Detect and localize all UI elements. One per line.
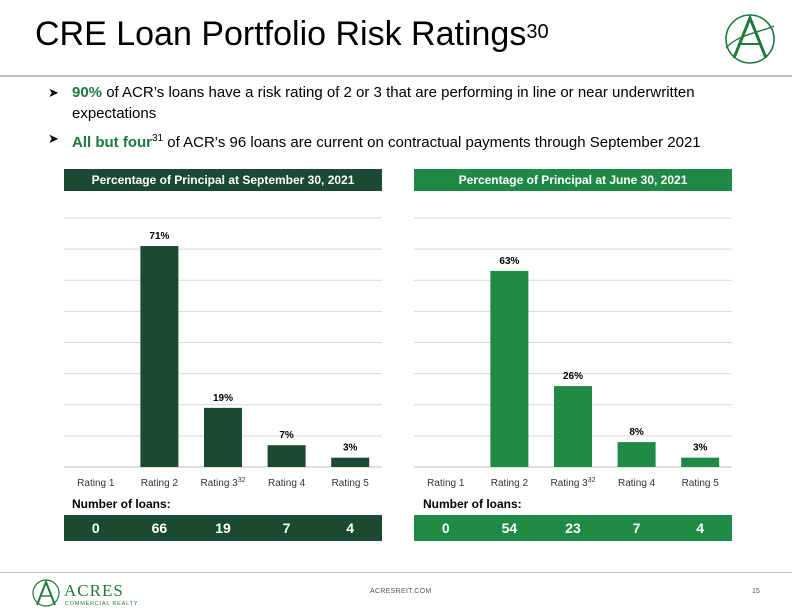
chart-panel-september: Percentage of Principal at September 30,…	[64, 169, 382, 191]
arrow-bullet-icon: ➤	[48, 85, 59, 100]
bar	[204, 407, 242, 467]
bar-chart-june: Rating 1 63% Rating 2 26% Rating 332 8% Rating…	[414, 217, 732, 489]
bar	[617, 442, 656, 467]
bullet-text: of ACR’s loans have a risk rating of 2 o…	[72, 84, 695, 122]
chart-panel-june: Percentage of Principal at June 30, 2021	[414, 169, 732, 191]
bar	[331, 457, 370, 467]
loan-count: 19	[215, 520, 231, 536]
logo-name: ACRES	[64, 581, 124, 600]
data-label: 26%	[563, 371, 583, 382]
bar	[267, 445, 306, 467]
tick-footnote: 32	[588, 477, 596, 484]
tick-label: Rating 4	[268, 478, 306, 489]
bar	[140, 246, 179, 467]
tick-label: Rating 4	[618, 478, 656, 489]
tick-label: Rating 332	[200, 477, 245, 489]
footer-divider	[0, 572, 792, 573]
tick-label: Rating 5	[332, 478, 370, 489]
acres-footer-logo: ACRES COMMERCIAL REALTY	[32, 579, 138, 607]
loan-count: 4	[346, 520, 355, 536]
bullet-highlight: 90%	[72, 84, 103, 101]
page-title: CRE Loan Portfolio Risk Ratings30	[35, 15, 549, 53]
bar	[681, 457, 720, 467]
logo-tagline: COMMERCIAL REALTY	[65, 601, 138, 607]
chart-title: Percentage of Principal at September 30,…	[64, 169, 382, 191]
title-footnote: 30	[526, 21, 549, 43]
loan-count: 23	[565, 520, 581, 536]
loan-count: 7	[282, 520, 291, 536]
bar	[554, 386, 592, 467]
loan-count: 54	[501, 520, 518, 536]
loan-count: 7	[632, 520, 641, 536]
arrow-bullet-icon: ➤	[48, 131, 59, 146]
data-label: 19%	[213, 393, 233, 404]
data-label: 63%	[499, 256, 519, 267]
bar	[490, 270, 529, 467]
footer-url[interactable]: ACRESREIT.COM	[370, 588, 432, 595]
loan-count: 66	[151, 520, 168, 536]
loans-label: Number of loans:	[72, 497, 171, 511]
loan-count-bar-september: 0 66 19 7 4	[64, 515, 382, 541]
page-number: 15	[752, 588, 760, 595]
acres-logo-icon	[725, 13, 775, 64]
loan-count: 0	[91, 520, 100, 536]
tick-footnote: 32	[238, 477, 246, 484]
title-divider	[0, 75, 792, 77]
bullet-highlight: All but four	[72, 134, 152, 151]
bullet-footnote: 31	[151, 133, 164, 144]
loan-count: 0	[441, 520, 450, 536]
loans-label: Number of loans:	[423, 497, 522, 511]
tick-label: Rating 1	[427, 478, 465, 489]
data-label: 3%	[343, 443, 358, 454]
tick-label: Rating 332	[550, 477, 595, 489]
tick-label: Rating 2	[491, 478, 529, 489]
chart-title: Percentage of Principal at June 30, 2021	[414, 169, 732, 191]
bullet-item: ➤ 90% of ACR’s loans have a risk rating …	[48, 82, 758, 124]
bullet-list: ➤ 90% of ACR’s loans have a risk rating …	[48, 82, 758, 157]
data-label: 71%	[149, 231, 169, 242]
bullet-item: ➤ All but four31 of ACR’s 96 loans are c…	[48, 128, 758, 153]
bar-chart-september: Rating 1 71% Rating 2 19% Rating 332 7% Rating…	[64, 217, 382, 489]
data-label: 8%	[629, 427, 644, 438]
tick-label: Rating 2	[141, 478, 179, 489]
tick-label: Rating 5	[682, 478, 720, 489]
data-label: 7%	[279, 430, 294, 441]
data-label: 3%	[693, 443, 708, 454]
loan-count-bar-june: 0 54 23 7 4	[414, 515, 732, 541]
tick-label: Rating 1	[77, 478, 115, 489]
loan-count: 4	[696, 520, 705, 536]
bullet-text: of ACR’s 96 loans are current on contrac…	[163, 134, 701, 151]
